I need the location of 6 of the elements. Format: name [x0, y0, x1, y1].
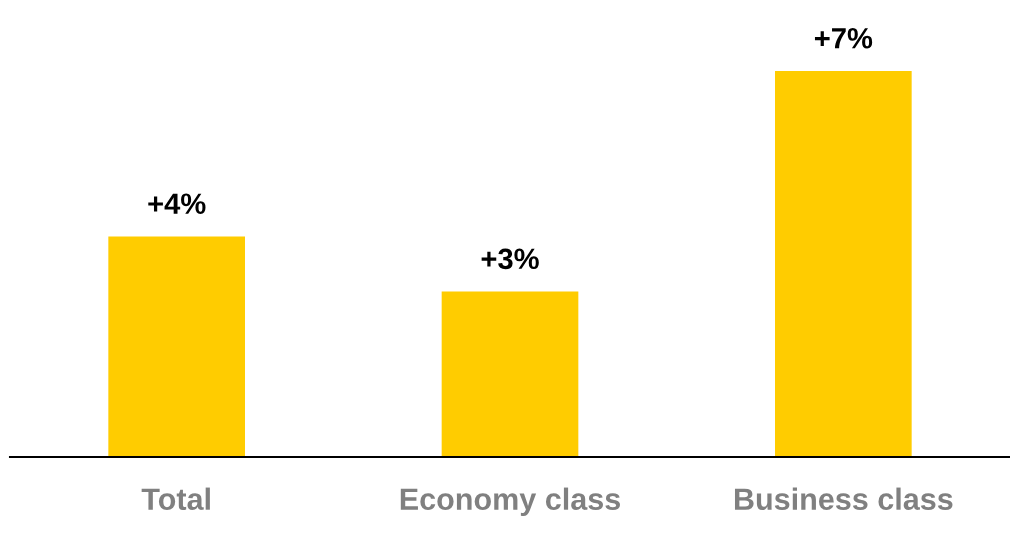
data-label: +4% — [148, 193, 206, 214]
x-tick-label: Business class — [734, 487, 953, 510]
data-label: +3% — [481, 248, 539, 270]
x-tick-label: Economy class — [400, 487, 620, 517]
x-tick-label: Total — [141, 487, 210, 510]
data-label: +7% — [814, 27, 873, 49]
